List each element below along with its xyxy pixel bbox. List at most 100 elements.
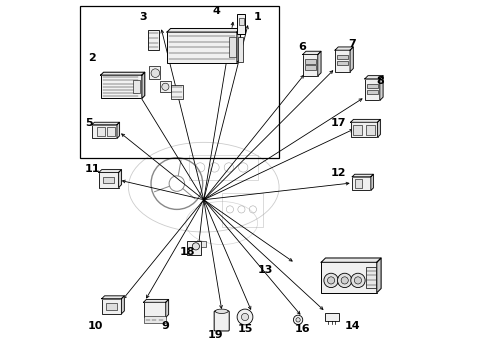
Circle shape <box>327 277 335 284</box>
Text: 5: 5 <box>85 118 93 128</box>
Text: 13: 13 <box>258 265 273 275</box>
Bar <box>102 299 122 314</box>
Text: 18: 18 <box>180 247 196 257</box>
Text: 9: 9 <box>161 321 170 331</box>
Bar <box>325 313 339 321</box>
Polygon shape <box>122 296 124 314</box>
Polygon shape <box>365 76 383 79</box>
Text: 11: 11 <box>85 164 100 174</box>
Bar <box>229 37 236 57</box>
Polygon shape <box>92 122 120 125</box>
Bar <box>100 75 142 98</box>
Bar <box>167 32 237 63</box>
Bar <box>106 303 117 310</box>
Polygon shape <box>318 51 321 76</box>
Text: 1: 1 <box>254 12 262 22</box>
Text: 3: 3 <box>139 12 147 22</box>
Polygon shape <box>166 300 169 318</box>
Polygon shape <box>100 72 145 75</box>
Polygon shape <box>117 122 120 138</box>
Bar <box>365 79 380 100</box>
Bar <box>221 193 263 226</box>
Bar <box>133 81 140 93</box>
Polygon shape <box>371 174 373 190</box>
Bar <box>200 240 205 247</box>
Polygon shape <box>167 28 241 32</box>
Polygon shape <box>352 174 373 177</box>
Bar <box>353 125 362 135</box>
Bar <box>92 125 117 138</box>
Bar <box>337 61 348 65</box>
Bar <box>351 122 377 137</box>
Text: 17: 17 <box>330 118 346 128</box>
Circle shape <box>354 277 362 284</box>
Text: 4: 4 <box>212 6 220 17</box>
Circle shape <box>296 318 300 322</box>
Bar <box>305 59 316 63</box>
Circle shape <box>162 83 169 90</box>
Polygon shape <box>377 120 380 137</box>
Bar <box>366 267 376 288</box>
Bar <box>160 81 171 93</box>
Ellipse shape <box>215 309 228 314</box>
Bar <box>171 85 183 99</box>
Polygon shape <box>142 72 145 98</box>
Polygon shape <box>303 51 321 54</box>
Bar <box>305 65 316 69</box>
Bar <box>144 316 166 323</box>
Circle shape <box>351 273 365 288</box>
Bar <box>99 172 119 188</box>
Text: 6: 6 <box>298 42 306 52</box>
Circle shape <box>324 273 338 288</box>
Text: 15: 15 <box>238 324 253 334</box>
Polygon shape <box>144 300 169 302</box>
Bar <box>303 54 318 76</box>
Bar <box>239 18 244 25</box>
Bar <box>97 127 105 136</box>
Circle shape <box>338 273 352 288</box>
Bar <box>103 177 114 183</box>
FancyBboxPatch shape <box>214 311 229 331</box>
Bar <box>187 241 201 255</box>
Bar <box>335 50 350 72</box>
Text: 19: 19 <box>208 330 223 340</box>
Bar <box>367 90 378 94</box>
Bar <box>107 127 115 136</box>
Bar <box>367 84 378 88</box>
Circle shape <box>192 243 199 250</box>
Polygon shape <box>102 296 124 299</box>
Polygon shape <box>237 28 241 63</box>
Circle shape <box>237 309 253 325</box>
Circle shape <box>151 69 160 77</box>
Text: 16: 16 <box>294 324 310 334</box>
Bar <box>352 177 371 190</box>
Polygon shape <box>99 170 122 172</box>
Text: 8: 8 <box>377 76 385 86</box>
Bar <box>148 30 159 50</box>
Bar <box>149 66 160 79</box>
Polygon shape <box>350 47 353 72</box>
Circle shape <box>242 314 248 320</box>
Text: 14: 14 <box>345 321 361 331</box>
Circle shape <box>294 315 303 324</box>
Polygon shape <box>380 76 383 100</box>
Polygon shape <box>119 170 122 188</box>
Text: 2: 2 <box>88 53 96 63</box>
Bar <box>366 125 375 135</box>
Polygon shape <box>351 120 380 122</box>
Bar <box>238 14 245 35</box>
Bar <box>337 55 348 59</box>
Text: 12: 12 <box>330 168 346 178</box>
Bar <box>80 6 279 158</box>
Bar <box>144 302 166 318</box>
Bar <box>321 262 377 293</box>
Text: 10: 10 <box>87 321 103 331</box>
Text: 7: 7 <box>348 39 356 49</box>
Bar <box>190 155 258 180</box>
Bar <box>238 37 244 62</box>
Polygon shape <box>377 258 381 293</box>
Polygon shape <box>335 47 353 50</box>
Bar <box>355 179 362 188</box>
Circle shape <box>341 277 348 284</box>
Polygon shape <box>321 258 381 262</box>
